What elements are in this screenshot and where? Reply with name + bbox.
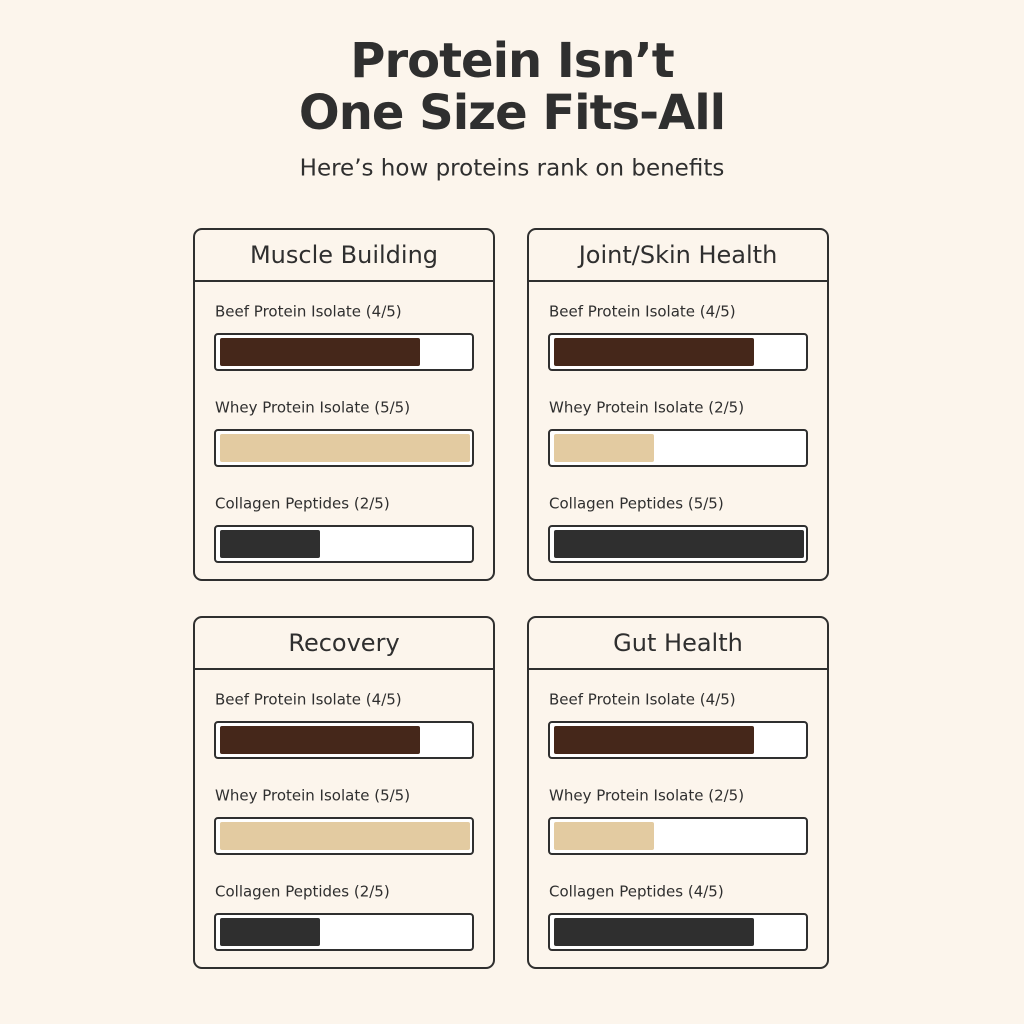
bar: [220, 434, 470, 462]
bar: [554, 434, 654, 462]
panel-title: Recovery: [288, 629, 399, 657]
bar-label: Whey Protein Isolate (2/5): [549, 787, 744, 805]
bar: [220, 338, 420, 366]
bar: [220, 726, 420, 754]
bar-label: Beef Protein Isolate (4/5): [215, 691, 402, 709]
bar-label: Beef Protein Isolate (4/5): [215, 303, 402, 321]
bar: [220, 918, 320, 946]
bar-label: Collagen Peptides (2/5): [215, 883, 390, 901]
bar: [220, 530, 320, 558]
bar-label: Collagen Peptides (2/5): [215, 495, 390, 513]
bar: [554, 726, 754, 754]
bar: [220, 822, 470, 850]
panel-title: Gut Health: [613, 629, 743, 657]
bar-label: Beef Protein Isolate (4/5): [549, 691, 736, 709]
bar: [554, 918, 754, 946]
bar: [554, 822, 654, 850]
panel: [193, 228, 495, 581]
title-line: Protein Isn’t: [350, 33, 674, 89]
bar-label: Whey Protein Isolate (2/5): [549, 399, 744, 417]
bar-label: Collagen Peptides (5/5): [549, 495, 724, 513]
bar-label: Beef Protein Isolate (4/5): [549, 303, 736, 321]
bar-label: Whey Protein Isolate (5/5): [215, 399, 410, 417]
panel: [527, 616, 829, 969]
title-line: One Size Fits-All: [299, 85, 725, 141]
bar: [554, 530, 804, 558]
bar-label: Collagen Peptides (4/5): [549, 883, 724, 901]
panel: [193, 616, 495, 969]
panel: [527, 228, 829, 581]
bar: [554, 338, 754, 366]
panel-title: Joint/Skin Health: [577, 241, 778, 269]
panel-title: Muscle Building: [250, 241, 438, 269]
subtitle: Here’s how proteins rank on benefits: [300, 156, 725, 182]
bar-label: Whey Protein Isolate (5/5): [215, 787, 410, 805]
